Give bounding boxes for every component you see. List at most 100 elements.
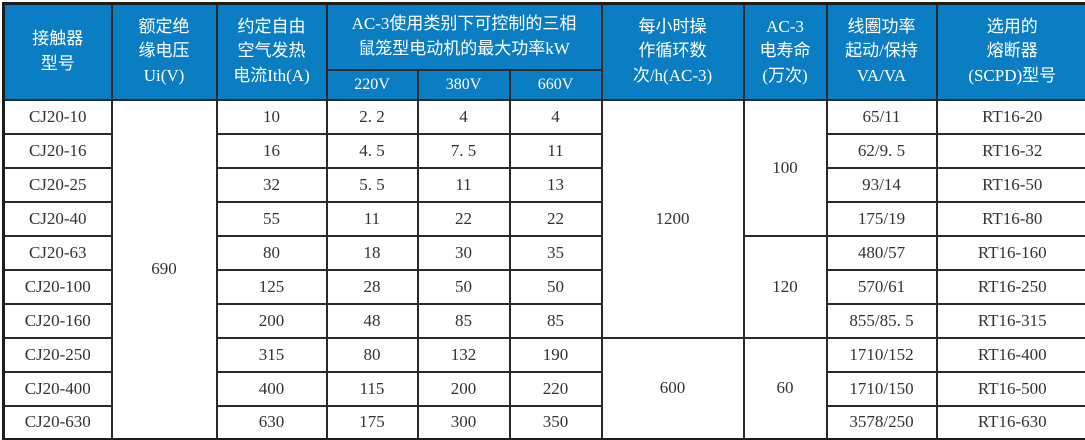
cell-fuse: RT16-630 [935,404,1085,440]
cell-fuse: RT16-80 [935,200,1085,237]
cell-kw380: 30 [416,234,511,271]
cell-model: CJ20-25 [2,166,113,203]
cell-kw380: 300 [416,404,511,440]
cell-kw660: 11 [508,132,603,169]
table-row: CJ20-250 315 80 132 190 600 60 1710/152 … [2,336,1085,440]
cell-coil: 570/61 [825,268,938,305]
cell-kw380: 50 [416,268,511,305]
cell-ith: 315 [215,336,328,373]
cell-kw220: 18 [325,234,419,271]
table-row: CJ20-10 690 10 2. 2 4 4 1200 100 65/11 R… [2,98,1085,440]
table-row: CJ20-630 630 175 300 350 3578/250 RT16-6… [2,404,1085,440]
cell-coil: 175/19 [825,200,938,237]
cell-ith: 32 [215,166,328,203]
cell-model: CJ20-40 [2,200,113,237]
cell-kw380: 22 [416,200,511,237]
cell-kw220: 5. 5 [325,166,419,203]
cell-kw220: 28 [325,268,419,305]
cell-model: CJ20-250 [2,336,113,373]
cell-ith: 630 [215,404,328,440]
cell-kw220: 175 [325,404,419,440]
cell-kw660: 350 [508,404,603,440]
cell-model: CJ20-100 [2,268,113,305]
header-life: AC-3 电寿命 (万次) [742,2,828,101]
cell-kw220: 80 [325,336,419,373]
cell-kw660: 85 [508,302,603,339]
cell-kw660: 50 [508,268,603,305]
header-fuse: 选用的 熔断器 (SCPD)型号 [935,2,1085,101]
cell-ith: 400 [215,370,328,407]
cell-fuse: RT16-500 [935,370,1085,407]
cell-kw380: 85 [416,302,511,339]
cell-model: CJ20-630 [2,404,113,440]
cell-kw380: 200 [416,370,511,407]
cell-kw380: 11 [416,166,511,203]
cell-kw660: 4 [508,98,603,135]
cell-kw220: 115 [325,370,419,407]
cell-ith: 200 [215,302,328,339]
cell-coil: 1710/150 [825,370,938,407]
header-coil: 线圈功率 起动/保持 VA/VA [825,2,938,101]
cell-fuse: RT16-400 [935,336,1085,373]
cell-kw380: 132 [416,336,511,373]
cell-model: CJ20-10 [2,98,113,135]
table-row: CJ20-40 55 11 22 22 175/19 RT16-80 [2,200,1085,237]
cell-kw660: 35 [508,234,603,271]
cell-kw220: 2. 2 [325,98,419,135]
cell-ith: 55 [215,200,328,237]
cell-ith: 10 [215,98,328,135]
header-kw-660v: 660V [508,68,603,101]
cell-life-merged: 100 [742,98,828,237]
cell-coil: 855/85. 5 [825,302,938,339]
cell-model: CJ20-400 [2,370,113,407]
cell-life-merged: 120 [742,234,828,339]
table-header: 接触器 型号 额定绝 缘电压 Ui(V) 约定自由 空气发热 电流Ith(A) … [2,2,1085,101]
header-ui: 额定绝 缘电压 Ui(V) [110,2,218,101]
cell-fuse: RT16-250 [935,268,1085,305]
cell-kw380: 7. 5 [416,132,511,169]
cell-fuse: RT16-50 [935,166,1085,203]
header-kw-220v: 220V [325,68,419,101]
cell-ith: 80 [215,234,328,271]
table-row: CJ20-16 16 4. 5 7. 5 11 62/9. 5 RT16-32 [2,132,1085,169]
cell-life-merged: 60 [742,336,828,440]
cell-kw660: 190 [508,336,603,373]
cell-fuse: RT16-20 [935,98,1085,135]
table-body: CJ20-10 690 10 2. 2 4 4 1200 100 65/11 R… [2,98,1085,440]
cell-coil: 1710/152 [825,336,938,373]
cell-model: CJ20-63 [2,234,113,271]
cell-cycles-merged: 600 [600,336,745,440]
table-row: CJ20-160 200 48 85 85 855/85. 5 RT16-315 [2,302,1085,339]
header-ith: 约定自由 空气发热 电流Ith(A) [215,2,328,101]
cell-fuse: RT16-32 [935,132,1085,169]
cell-ith: 16 [215,132,328,169]
cell-cycles-merged: 1200 [600,98,745,339]
cell-coil: 480/57 [825,234,938,271]
cell-model: CJ20-160 [2,302,113,339]
cell-coil: 93/14 [825,166,938,203]
header-kw-380v: 380V [416,68,511,101]
cell-ui-merged: 690 [110,98,218,440]
table-row: CJ20-100 125 28 50 50 570/61 RT16-250 [2,268,1085,305]
cell-ith: 125 [215,268,328,305]
cell-coil: 65/11 [825,98,938,135]
table-row: CJ20-400 400 115 200 220 1710/150 RT16-5… [2,370,1085,407]
header-cycles: 每小时操 作循环数 次/h(AC-3) [600,2,745,101]
cell-kw660: 22 [508,200,603,237]
table-row: CJ20-25 32 5. 5 11 13 93/14 RT16-50 [2,166,1085,203]
table-row: CJ20-63 80 18 30 35 120 480/57 RT16-160 [2,234,1085,339]
cell-fuse: RT16-160 [935,234,1085,271]
cell-kw220: 48 [325,302,419,339]
cell-kw220: 4. 5 [325,132,419,169]
cell-fuse: RT16-315 [935,302,1085,339]
cell-model: CJ20-16 [2,132,113,169]
cell-kw220: 11 [325,200,419,237]
cell-coil: 62/9. 5 [825,132,938,169]
cell-kw660: 13 [508,166,603,203]
cell-kw380: 4 [416,98,511,135]
header-kw-group: AC-3使用类别下可控制的三相 鼠笼型电动机的最大功率kW [325,2,603,71]
cell-coil: 3578/250 [825,404,938,440]
header-model: 接触器 型号 [2,2,113,101]
